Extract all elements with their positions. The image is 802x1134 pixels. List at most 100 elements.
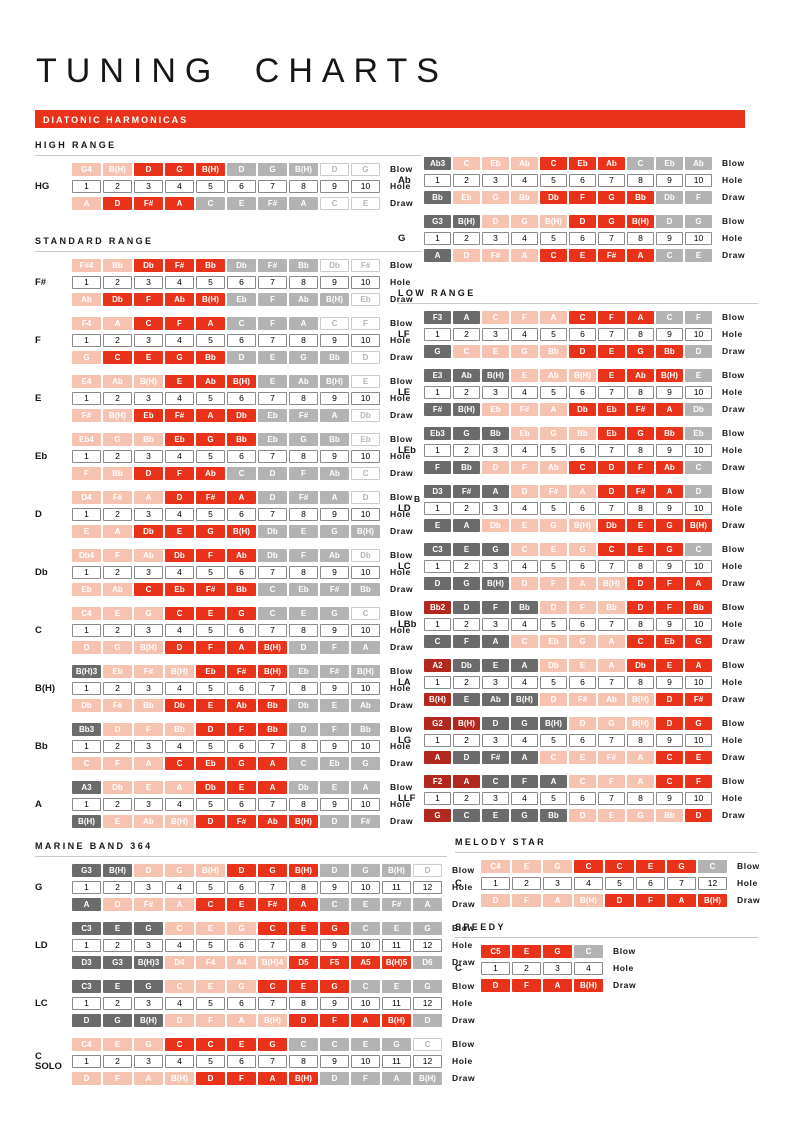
hole-cell: 2	[453, 386, 480, 399]
hole-cell: 4	[165, 276, 194, 289]
harp-table-lc: LC C3 E G C E G C E G C E G Blow 1 2 3 4 5 6 7 8 9 10 11 12 Hole D G…	[35, 980, 475, 1027]
note-cell: F#	[134, 898, 163, 911]
row-type-label: Hole	[390, 451, 411, 461]
note-cell: F	[103, 757, 132, 770]
hole-row: 1 2 3 4 5 6 7 8 9 10 Hole	[424, 386, 758, 399]
note-cell: A	[598, 659, 625, 672]
note-cell: C4	[72, 607, 101, 620]
note-cell: E	[685, 751, 712, 764]
note-cell: Eb	[511, 427, 538, 440]
note-cell: Ab	[511, 157, 538, 170]
hole-cell: 3	[134, 508, 163, 521]
hole-cell: 5	[540, 734, 567, 747]
row-type-label: Hole	[452, 998, 473, 1008]
note-cell: C	[685, 461, 712, 474]
hole-cell: 10	[685, 232, 712, 245]
note-cell: Db	[453, 659, 480, 672]
hole-cell: 1	[481, 877, 510, 890]
note-cell: G	[540, 427, 567, 440]
blow-row: Bb2 D F Bb D F Bb D F Bb Blow	[424, 601, 758, 614]
note-cell: Eb	[258, 433, 287, 446]
note-cell: Eb	[598, 427, 625, 440]
row-type-label: Draw	[722, 520, 746, 530]
note-cell: C	[134, 317, 163, 330]
note-cell: E	[320, 699, 349, 712]
note-cell: A	[289, 197, 318, 210]
note-cell: C	[656, 751, 683, 764]
note-cell: Eb	[165, 433, 194, 446]
note-cell: A	[656, 403, 683, 416]
hole-cell: 5	[540, 232, 567, 245]
hole-cell: 8	[627, 386, 654, 399]
note-cell: D	[134, 864, 163, 877]
note-cell: C	[627, 157, 654, 170]
note-cell: A	[72, 898, 101, 911]
note-cell: B(H)	[540, 717, 567, 730]
hole-cell: 3	[134, 334, 163, 347]
row-type-label: Draw	[452, 1073, 476, 1083]
hole-cell: 7	[598, 174, 625, 187]
note-cell: Db	[351, 549, 380, 562]
row-type-label: Hole	[722, 619, 743, 629]
note-cell: E	[103, 980, 132, 993]
row-type-label: Draw	[613, 980, 637, 990]
note-cell: B(H)	[511, 693, 538, 706]
note-cell: G	[258, 864, 287, 877]
hole-cell: 6	[569, 386, 596, 399]
hole-cell: 10	[685, 734, 712, 747]
note-cell: A	[511, 659, 538, 672]
note-cell: B(H)	[453, 403, 480, 416]
note-cell: A	[540, 403, 567, 416]
hole-cell: 3	[482, 328, 509, 341]
section-title: LOW RANGE	[398, 288, 758, 304]
hole-cell: 2	[103, 276, 132, 289]
note-cell: B(H)	[289, 864, 318, 877]
hole-cell: 5	[540, 444, 567, 457]
note-cell: D	[103, 723, 132, 736]
note-cell: D	[605, 894, 634, 907]
note-cell: A	[482, 485, 509, 498]
row-type-label: Hole	[722, 387, 743, 397]
hole-cell: 8	[289, 508, 318, 521]
note-cell: B(H)	[482, 369, 509, 382]
hole-cell: 5	[196, 997, 225, 1010]
note-cell: C	[453, 157, 480, 170]
note-cell: A3	[72, 781, 101, 794]
row-type-label: Draw	[452, 957, 476, 967]
hole-cell: 8	[627, 232, 654, 245]
hole-cell: 10	[351, 798, 380, 811]
hole-cell: 3	[134, 740, 163, 753]
hole-cell: 2	[103, 939, 132, 952]
hole-cell: 1	[424, 560, 451, 573]
note-cell: C	[165, 607, 194, 620]
note-cell: A	[667, 894, 696, 907]
row-type-label: Draw	[722, 250, 746, 260]
note-cell: C	[656, 775, 683, 788]
note-cell: F#	[165, 409, 194, 422]
note-cell: G	[103, 641, 132, 654]
draw-row: E A Db E G B(H) Db E G B(H) Draw	[72, 525, 422, 538]
note-cell: D	[165, 641, 194, 654]
note-cell: B(H)	[569, 369, 596, 382]
note-cell: E	[512, 860, 541, 873]
row-type-label: Hole	[737, 878, 758, 888]
note-cell: B(H)	[627, 215, 654, 228]
note-cell: C	[413, 1038, 442, 1051]
note-cell: E	[598, 369, 625, 382]
hole-cell: 9	[320, 997, 349, 1010]
row-type-label: Hole	[722, 175, 743, 185]
note-cell: Ab	[320, 467, 349, 480]
hole-cell: 1	[481, 962, 510, 975]
note-cell: Bb	[351, 583, 380, 596]
hole-cell: 10	[685, 502, 712, 515]
note-cell: C	[289, 757, 318, 770]
note-cell: F#	[627, 485, 654, 498]
note-cell: G	[543, 860, 572, 873]
note-cell: E	[569, 249, 596, 262]
note-cell: E	[511, 369, 538, 382]
row-type-label: Draw	[390, 294, 414, 304]
hole-cell: 10	[351, 997, 380, 1010]
hole-cell: 2	[512, 962, 541, 975]
hole-cell: 9	[320, 392, 349, 405]
draw-row: E A Db E G B(H) Db E G B(H) Draw	[424, 519, 758, 532]
